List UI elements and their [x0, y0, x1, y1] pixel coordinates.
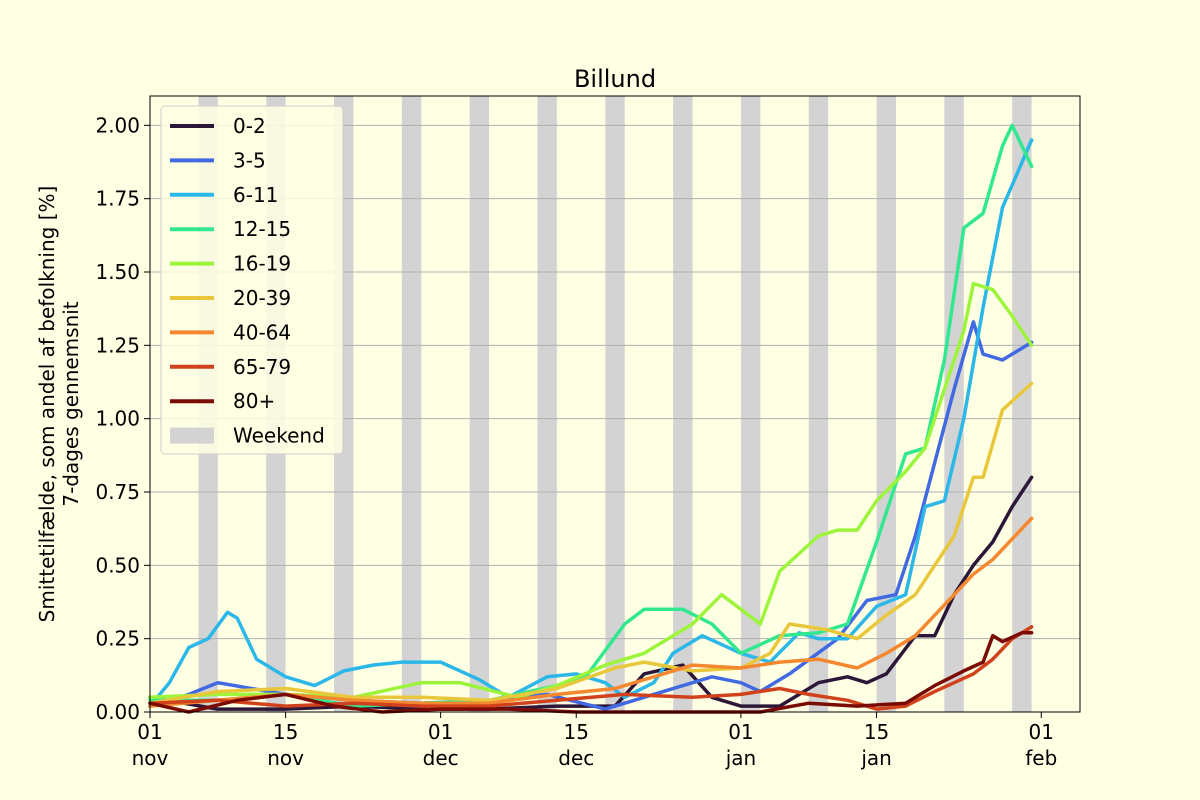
legend-label-16-19: 16-19: [233, 252, 291, 276]
x-tick-label-month: nov: [132, 746, 169, 770]
legend-label-80+: 80+: [233, 389, 275, 413]
x-tick-label-month: jan: [860, 746, 892, 770]
y-tick-label: 0.25: [95, 627, 140, 651]
weekend-band: [469, 96, 490, 712]
legend-label-20-39: 20-39: [233, 286, 291, 310]
weekend-band: [740, 96, 761, 712]
y-axis: 0.00 0.25 0.50 0.75 1.00 1.25 1.50 1.75 2.00: [95, 113, 150, 724]
legend-label-12-15: 12-15: [233, 217, 291, 241]
legend-swatch-weekend: [170, 427, 214, 444]
weekend-band: [1012, 96, 1032, 712]
x-tick-label-day: 01: [137, 720, 162, 744]
weekend-band: [944, 96, 964, 712]
y-axis-label-line-2: 7-dages gennemsnit: [59, 301, 83, 506]
y-axis-label-line-1: Smittetilfælde, som andel af befolkning …: [35, 186, 59, 623]
legend: 0-2 3-5 6-11 12-15 16-19 20-39 40-64 65-79 80+ We…: [160, 105, 344, 455]
legend-entries: 0-2 3-5 6-11 12-15 16-19 20-39 40-64 65-79 80+ We…: [170, 114, 325, 448]
x-tick-label-day: 01: [428, 720, 453, 744]
x-tick-label-day: 01: [728, 720, 753, 744]
legend-label-6-11: 6-11: [233, 183, 278, 207]
plot-frame: [149, 95, 1081, 713]
series-lines: [148, 123, 1034, 714]
weekend-band: [605, 96, 625, 712]
weekend-band: [537, 96, 557, 712]
legend-label-40-64: 40-64: [233, 320, 291, 344]
legend-label-65-79: 65-79: [233, 355, 291, 379]
series-line-65-79: [148, 625, 1034, 711]
weekend-band: [673, 96, 693, 712]
weekend-band: [808, 96, 829, 712]
legend-label-3-5: 3-5: [233, 148, 266, 172]
y-tick-label: 1.75: [95, 187, 140, 211]
legend-label-0-2: 0-2: [233, 114, 266, 138]
x-tick-label-day: 15: [564, 720, 589, 744]
series-line-16-19: [148, 281, 1034, 700]
x-tick-label-month: jan: [725, 746, 757, 770]
legend-label-weekend: Weekend: [233, 424, 325, 448]
weekend-band: [876, 96, 896, 712]
x-tick-label-day: 15: [273, 720, 298, 744]
y-tick-label: 0.75: [95, 480, 140, 504]
y-tick-label: 2.00: [95, 113, 140, 137]
x-tick-label-month: feb: [1025, 746, 1057, 770]
x-tick-label-month: dec: [558, 746, 594, 770]
x-tick-label-day: 01: [1029, 720, 1054, 744]
y-tick-label: 0.50: [95, 553, 140, 577]
x-tick-label-month: nov: [267, 746, 304, 770]
series-line-40-64: [148, 516, 1034, 708]
x-tick-label-day: 15: [864, 720, 889, 744]
y-tick-label: 1.00: [95, 407, 140, 431]
series-line-20-39: [148, 381, 1034, 705]
y-tick-label: 0.00: [95, 700, 140, 724]
weekend-band: [401, 96, 422, 712]
series-line-6-11: [148, 138, 1034, 708]
chart-title: Billund: [574, 65, 656, 93]
x-tick-label-month: dec: [423, 746, 459, 770]
y-tick-label: 1.25: [95, 333, 140, 357]
y-tick-label: 1.50: [95, 260, 140, 284]
